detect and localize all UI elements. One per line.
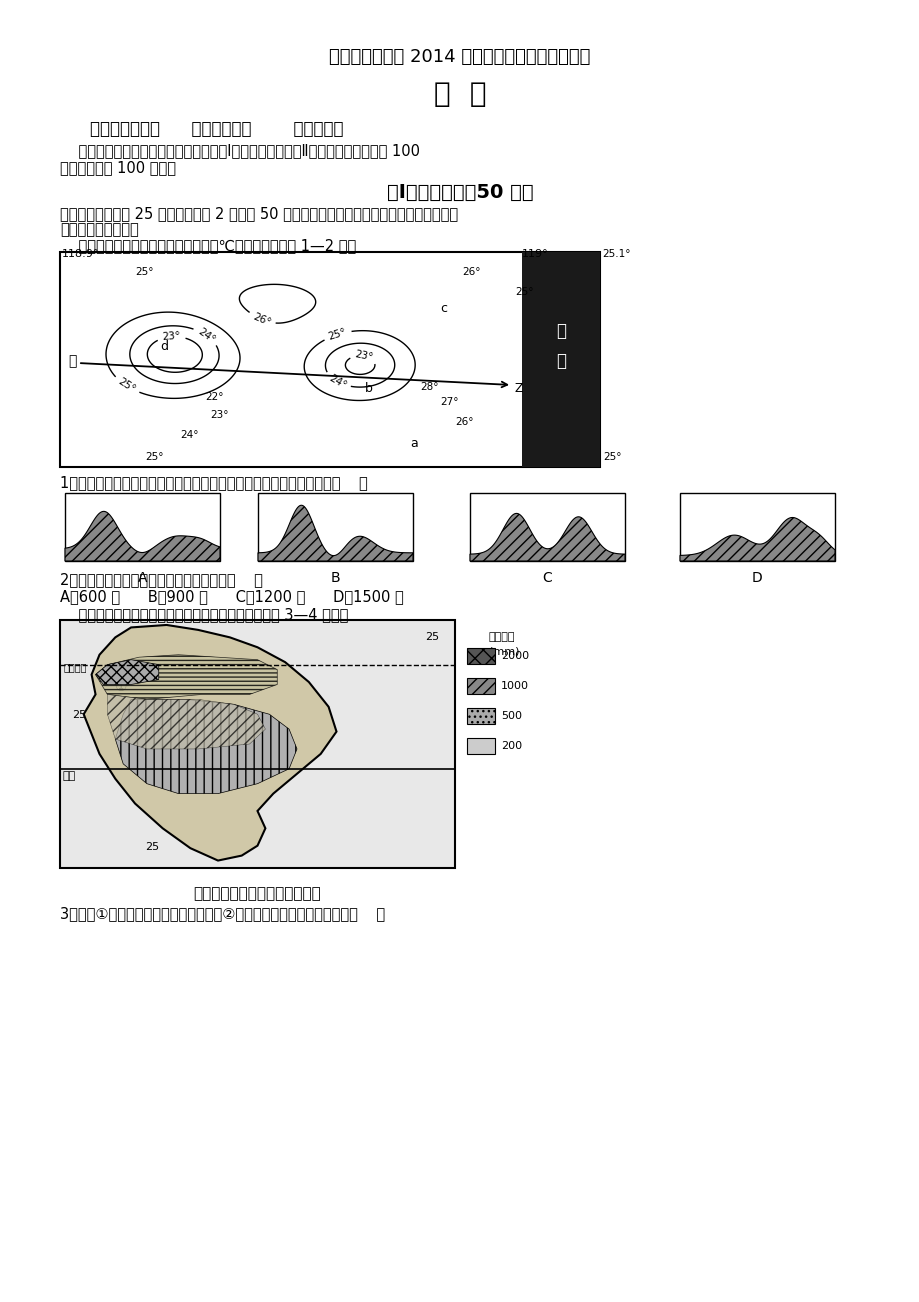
Text: 25°: 25° — [135, 267, 153, 277]
Text: 下图为某区域七月份等温线（单位：℃）图，读图回答 1—2 题。: 下图为某区域七月份等温线（单位：℃）图，读图回答 1—2 题。 — [60, 238, 356, 253]
Text: 25°: 25° — [116, 376, 137, 395]
Bar — [467, 678, 494, 694]
Text: 23°: 23° — [354, 349, 374, 363]
Bar — [257, 493, 413, 561]
Text: 3．影响①地年平均等温线弯曲以及影响②地年降水量的主要因素分别是（    ）: 3．影响①地年平均等温线弯曲以及影响②地年降水量的主要因素分别是（ ） — [60, 906, 385, 921]
Text: c: c — [439, 302, 447, 315]
Text: 赤道: 赤道 — [62, 771, 76, 781]
Bar — [467, 738, 494, 754]
Text: 25°: 25° — [327, 327, 347, 342]
Text: 24°: 24° — [196, 326, 217, 345]
Text: 25: 25 — [145, 842, 159, 852]
Text: 22°: 22° — [205, 392, 223, 402]
Text: 25°: 25° — [602, 452, 621, 462]
Polygon shape — [84, 625, 336, 861]
Text: D: D — [752, 572, 762, 585]
Text: 1．从地形上来看，以下四幅剖面图与上图甲乙线段经过地最相符的是（    ）: 1．从地形上来看，以下四幅剖面图与上图甲乙线段经过地最相符的是（ ） — [60, 475, 368, 490]
Text: 渤: 渤 — [555, 322, 565, 340]
Text: 200: 200 — [501, 741, 522, 751]
Text: 25°: 25° — [515, 286, 533, 297]
Text: C: C — [542, 572, 551, 585]
Text: ①: ① — [115, 680, 128, 694]
Bar — [65, 493, 220, 561]
Text: 119°: 119° — [521, 249, 548, 259]
Text: A: A — [138, 572, 147, 585]
Text: d: d — [160, 340, 168, 353]
Polygon shape — [679, 517, 834, 561]
Bar — [467, 648, 494, 664]
Text: 年降水量: 年降水量 — [489, 631, 515, 642]
Polygon shape — [108, 694, 265, 749]
Bar — [60, 253, 599, 467]
Text: a: a — [410, 437, 417, 450]
Text: 年降水量和年平均等温线分布图: 年降水量和年平均等温线分布图 — [193, 885, 321, 901]
Text: 1000: 1000 — [501, 681, 528, 691]
Text: (mm): (mm) — [489, 646, 519, 656]
Text: 28°: 28° — [420, 381, 438, 392]
Text: 出题人：许绍芬      做题人：黄伟        审题：杜强: 出题人：许绍芬 做题人：黄伟 审题：杜强 — [90, 120, 343, 138]
Bar — [679, 493, 834, 561]
Bar — [521, 253, 599, 467]
Text: 25: 25 — [425, 631, 438, 642]
Polygon shape — [115, 699, 297, 794]
Text: 洋: 洋 — [555, 352, 565, 370]
Text: 25°: 25° — [145, 452, 164, 462]
Text: 26°: 26° — [251, 311, 272, 328]
Text: 26°: 26° — [461, 267, 480, 277]
Text: 成都龙泉中学高 2014 级进入高三适应性考试试题: 成都龙泉中学高 2014 级进入高三适应性考试试题 — [329, 48, 590, 66]
Polygon shape — [257, 505, 413, 561]
Text: Z: Z — [515, 381, 523, 395]
Text: 一、选择题。（共 25 小题，每小题 2 分，共 50 分。在每小题所列的四个选项中，只有一个选: 一、选择题。（共 25 小题，每小题 2 分，共 50 分。在每小题所列的四个选… — [60, 206, 458, 221]
Text: 分，考试时间 100 分钟。: 分，考试时间 100 分钟。 — [60, 160, 176, 174]
Text: 第Ⅰ卷（选择题，50 分）: 第Ⅰ卷（选择题，50 分） — [386, 184, 533, 202]
Polygon shape — [96, 660, 159, 685]
Text: 26°: 26° — [455, 417, 473, 427]
Text: 甲: 甲 — [68, 354, 76, 368]
Text: B: B — [330, 572, 340, 585]
Bar — [467, 708, 494, 724]
Text: 地  理: 地 理 — [433, 79, 486, 108]
Text: 24°: 24° — [326, 372, 347, 391]
Text: b: b — [365, 381, 372, 395]
Text: 本试卷分选择题和非选择题两部分。第Ⅰ卷（选择题）和第Ⅱ卷（非选择题）满分 100: 本试卷分选择题和非选择题两部分。第Ⅰ卷（选择题）和第Ⅱ卷（非选择题）满分 100 — [60, 143, 420, 158]
Text: 118.9°: 118.9° — [62, 249, 99, 259]
Text: 25.1°: 25.1° — [601, 249, 630, 259]
Text: 2．图中甲乙线段上的最大相对高度可能是（    ）: 2．图中甲乙线段上的最大相对高度可能是（ ） — [60, 572, 263, 587]
Text: 24°: 24° — [180, 430, 199, 440]
Text: 下图为某区域年降水量和年平均等温线分布图。回答 3—4 问题。: 下图为某区域年降水量和年平均等温线分布图。回答 3—4 问题。 — [60, 607, 348, 622]
Text: 23°: 23° — [210, 410, 228, 421]
Text: 25: 25 — [72, 710, 86, 720]
Text: 23°: 23° — [162, 331, 181, 342]
Polygon shape — [470, 513, 624, 561]
Text: 北回归线: 北回归线 — [64, 661, 87, 672]
Text: 500: 500 — [501, 711, 521, 721]
Bar — [470, 493, 624, 561]
Polygon shape — [96, 655, 277, 699]
Text: 项符合题目要求。）: 项符合题目要求。） — [60, 223, 139, 237]
Text: 2000: 2000 — [501, 651, 528, 661]
Text: A．600 米      B．900 米      C．1200 米      D．1500 米: A．600 米 B．900 米 C．1200 米 D．1500 米 — [60, 589, 403, 604]
Text: 27°: 27° — [439, 397, 458, 408]
Text: ②: ② — [255, 745, 267, 759]
Polygon shape — [65, 512, 220, 561]
Bar — [60, 620, 455, 868]
